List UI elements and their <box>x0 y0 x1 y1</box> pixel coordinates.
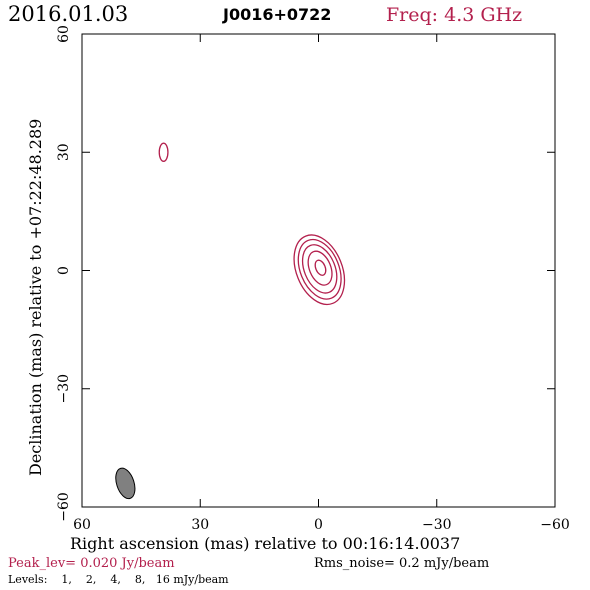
contour-level-1 <box>158 142 169 162</box>
source-name: J0016+0722 <box>222 5 331 24</box>
axis-ticks <box>81 33 556 508</box>
plot-frame <box>81 33 556 508</box>
x-tick-label: 30 <box>191 517 209 533</box>
y-tick-label: 0 <box>56 266 72 275</box>
contour-levels: Levels: 1, 2, 4, 8, 16 mJy/beam <box>8 573 229 586</box>
rms-noise: Rms_noise= 0.2 mJy/beam <box>314 556 489 571</box>
y-axis-label: Declination (mas) relative to +07:22:48.… <box>26 119 45 476</box>
x-tick-label: −60 <box>540 517 570 533</box>
contour-lines <box>158 142 346 306</box>
contour-level-4 <box>301 244 338 294</box>
contour-level-8 <box>307 250 333 286</box>
beam-ellipse <box>115 467 136 500</box>
observation-date: 2016.01.03 <box>8 2 128 26</box>
y-tick-labels: 60 30 0 −30 −60 <box>56 25 72 522</box>
frequency-label: Freq: 4.3 GHz <box>386 4 522 26</box>
y-tick-label: −60 <box>56 492 72 522</box>
y-tick-label: 60 <box>56 25 72 43</box>
contour-level-16 <box>314 259 327 276</box>
x-axis-label: Right ascension (mas) relative to 00:16:… <box>70 534 460 553</box>
contour-level-1 <box>293 234 346 306</box>
x-tick-label: 60 <box>73 517 91 533</box>
beam-group <box>115 467 136 500</box>
x-tick-labels: 60 30 0 −30 −60 <box>73 517 570 533</box>
contour-level-2 <box>297 238 342 300</box>
peak-level: Peak_lev= 0.020 Jy/beam <box>8 556 175 571</box>
x-tick-label: −30 <box>422 517 452 533</box>
y-tick-label: 30 <box>56 143 72 161</box>
y-tick-label: −30 <box>56 374 72 404</box>
x-tick-label: 0 <box>314 517 323 533</box>
